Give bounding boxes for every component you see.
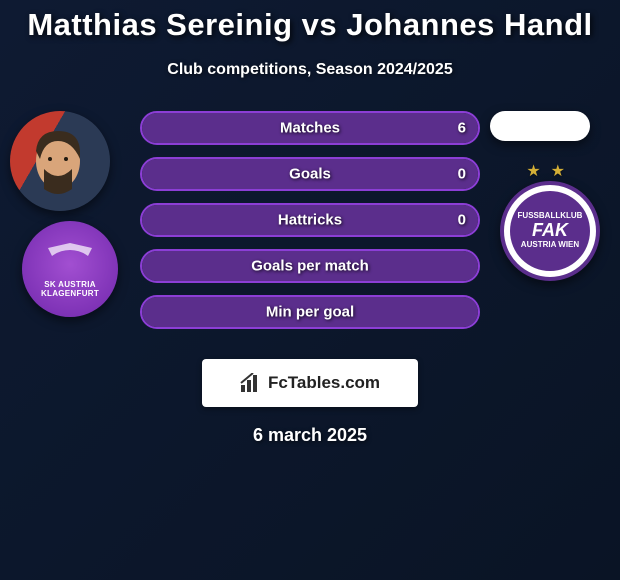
stat-row: Min per goal (140, 295, 480, 329)
club-badge-left: SK AUSTRIA KLAGENFURT (22, 221, 118, 317)
date-text: 6 march 2025 (253, 425, 367, 446)
stat-right-value: 0 (458, 166, 466, 183)
club-badge-right: FUSSBALLKLUB FAK AUSTRIA WIEN (500, 181, 600, 281)
stat-row: Goals per match (140, 249, 480, 283)
stat-row: Goals 0 (140, 157, 480, 191)
stat-label: Hattricks (278, 212, 342, 229)
stat-row: Matches 6 (140, 111, 480, 145)
stat-row: Hattricks 0 (140, 203, 480, 237)
stats-area: SK AUSTRIA KLAGENFURT ★★ FUSSBALLKLUB FA… (0, 111, 620, 341)
player-photo-left (10, 111, 110, 211)
stat-label: Min per goal (266, 304, 354, 321)
attribution-box: FcTables.com (202, 359, 418, 407)
chart-icon (240, 373, 262, 393)
stat-right-value: 0 (458, 212, 466, 229)
stars-icon: ★★ (526, 161, 575, 181)
stat-right-value: 6 (458, 120, 466, 137)
subtitle: Club competitions, Season 2024/2025 (167, 61, 452, 79)
club-right-bottom: AUSTRIA WIEN (518, 241, 583, 250)
club-name-left-line1: SK AUSTRIA (44, 280, 96, 289)
club-right-mid: FAK (518, 221, 583, 241)
stat-label: Goals per match (251, 258, 369, 275)
attribution-text: FcTables.com (268, 373, 380, 393)
stat-label: Goals (289, 166, 331, 183)
club-name-left-line2: KLAGENFURT (41, 289, 99, 298)
player-face-svg (10, 111, 110, 211)
stat-label: Matches (280, 120, 340, 137)
club-crest-left-svg (40, 240, 100, 280)
player-placeholder-right (490, 111, 590, 141)
page-title: Matthias Sereinig vs Johannes Handl (27, 7, 592, 43)
